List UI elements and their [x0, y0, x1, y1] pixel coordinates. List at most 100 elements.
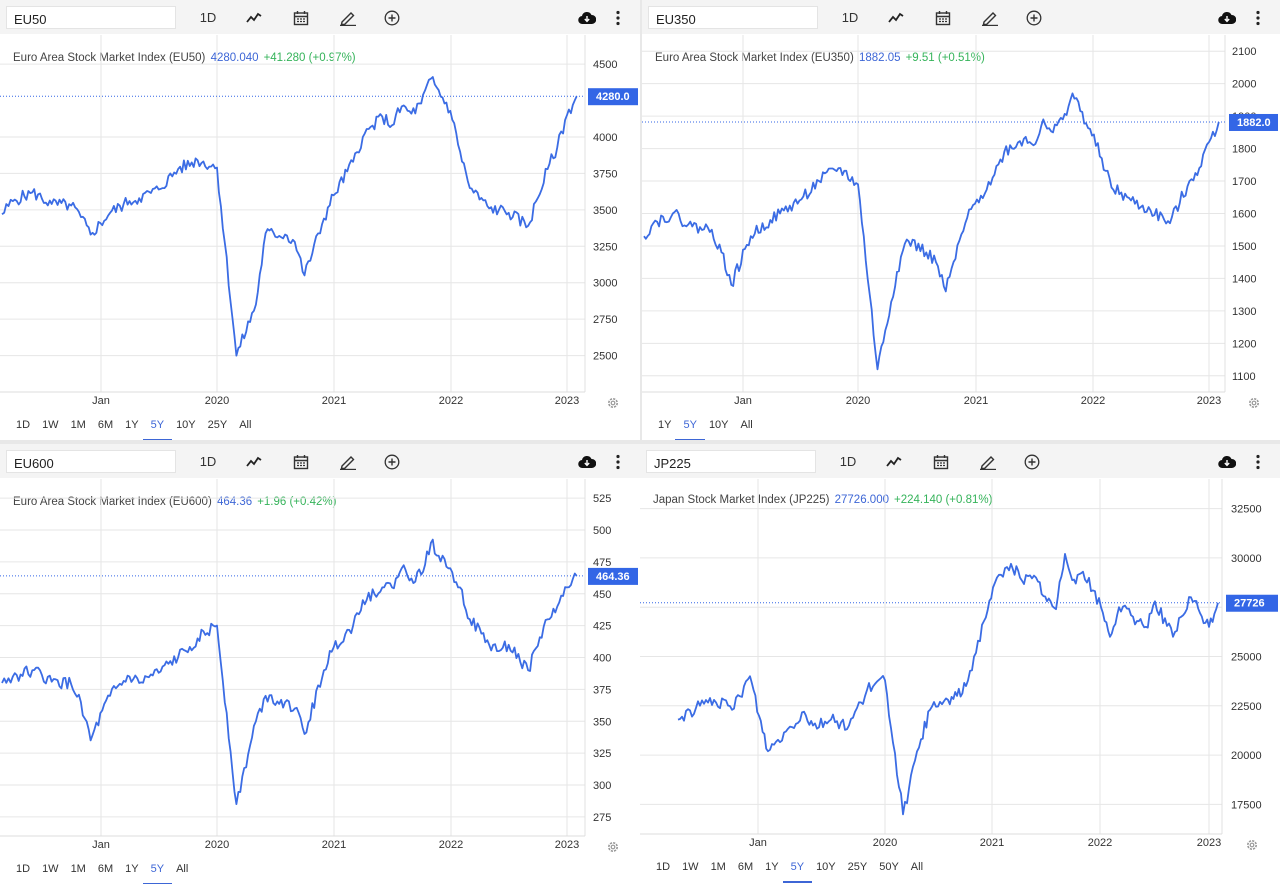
range-button[interactable]: 1W	[42, 863, 59, 875]
range-button[interactable]: All	[239, 419, 252, 431]
chart-panel-eu350: EU350 1D Euro Area Stock Market Index (EU3…	[642, 0, 1280, 440]
draw-pencil-icon[interactable]	[337, 6, 359, 29]
chart-canvas[interactable]: 17500200002250025000275003000032500Jan20…	[640, 444, 1280, 884]
chart-settings-gear-icon[interactable]	[606, 396, 620, 410]
x-tick-label: 2023	[555, 839, 579, 851]
y-tick-label: 1800	[1232, 144, 1256, 156]
x-tick-label: 2023	[1197, 837, 1221, 849]
interval-button[interactable]: 1D	[199, 454, 217, 469]
symbol-input[interactable]: EU50	[6, 6, 176, 29]
range-button[interactable]: 10Y	[176, 419, 196, 431]
draw-pencil-icon[interactable]	[977, 450, 999, 473]
range-button[interactable]: 5Y	[142, 861, 173, 884]
range-button[interactable]: All	[740, 419, 753, 431]
range-button[interactable]: All	[910, 861, 924, 873]
y-tick-label: 1200	[1232, 338, 1256, 350]
last-price-tag-label: 1882.0	[1237, 117, 1271, 129]
y-tick-label: 375	[593, 684, 611, 696]
symbol-input[interactable]: EU600	[6, 450, 176, 473]
chart-toolbar: JP225 1D	[640, 444, 1280, 478]
range-button[interactable]: 50Y	[879, 861, 899, 873]
add-indicator-icon[interactable]	[1022, 450, 1042, 473]
add-indicator-icon[interactable]	[1024, 6, 1044, 29]
more-menu-icon[interactable]	[1250, 450, 1266, 473]
symbol-input[interactable]: EU350	[648, 6, 818, 29]
range-button[interactable]: 6M	[97, 863, 114, 875]
y-tick-label: 425	[593, 621, 611, 633]
range-button[interactable]: 1M	[70, 419, 86, 431]
y-tick-label: 2000	[1232, 79, 1256, 91]
y-tick-label: 1500	[1232, 241, 1256, 253]
range-button[interactable]: 5Y	[782, 859, 813, 883]
chart-type-icon[interactable]	[884, 450, 904, 473]
range-button[interactable]: 10Y	[816, 861, 836, 873]
download-cloud-icon[interactable]	[576, 6, 598, 29]
range-button[interactable]: 1D	[16, 863, 31, 875]
chart-title-row: Euro Area Stock Market Index (EU50) 4280…	[13, 52, 356, 64]
chart-type-icon[interactable]	[886, 6, 906, 29]
y-tick-label: 300	[593, 780, 611, 792]
chart-settings-gear-icon[interactable]	[1245, 838, 1259, 852]
x-tick-label: Jan	[92, 395, 110, 407]
chart-type-icon[interactable]	[244, 6, 264, 29]
range-button[interactable]: 1W	[42, 419, 59, 431]
add-indicator-icon[interactable]	[382, 6, 402, 29]
calendar-icon[interactable]	[291, 450, 311, 473]
range-button[interactable]: 1D	[656, 861, 671, 873]
more-menu-icon[interactable]	[610, 6, 626, 29]
download-cloud-icon[interactable]	[1216, 450, 1238, 473]
range-button[interactable]: 1Y	[125, 863, 139, 875]
chart-canvas[interactable]: 2500 2750 3000 3250 3500 3750 4000 4500 Jan 2020 2…	[0, 0, 640, 440]
chart-canvas[interactable]: 1100120013001400150016001700180019002000…	[642, 0, 1280, 440]
range-button[interactable]: 1M	[710, 861, 726, 873]
y-tick-label: 4500	[593, 59, 617, 71]
range-button[interactable]: 1D	[16, 419, 31, 431]
chart-panel-jp225: JP225 1D Japan Stock Market Index (JP225) …	[640, 444, 1280, 884]
range-selector: 1D 1W 1M 6M 1Y 5Y 10Y 25Y All	[10, 417, 257, 440]
interval-button[interactable]: 1D	[841, 10, 859, 25]
y-tick-label: 450	[593, 589, 611, 601]
draw-pencil-icon[interactable]	[337, 450, 359, 473]
symbol-input[interactable]: JP225	[646, 450, 816, 473]
more-menu-icon[interactable]	[610, 450, 626, 473]
range-selector: 1Y 5Y 10Y All	[652, 417, 759, 440]
range-button[interactable]: 1Y	[125, 419, 139, 431]
range-button[interactable]: 6M	[97, 419, 114, 431]
x-tick-label: 2021	[980, 837, 1004, 849]
range-button[interactable]: 6M	[737, 861, 754, 873]
range-button[interactable]: 5Y	[675, 417, 706, 440]
interval-button[interactable]: 1D	[199, 10, 217, 25]
range-button[interactable]: 10Y	[708, 419, 729, 431]
chart-title: Euro Area Stock Market Index (EU600)	[13, 496, 212, 508]
calendar-icon[interactable]	[931, 450, 951, 473]
chart-settings-gear-icon[interactable]	[606, 840, 620, 854]
download-cloud-icon[interactable]	[1216, 6, 1238, 29]
y-tick-label: 22500	[1231, 701, 1262, 713]
range-button[interactable]: 1M	[70, 863, 86, 875]
draw-pencil-icon[interactable]	[979, 6, 1001, 29]
x-tick-label: 2020	[846, 395, 870, 407]
range-button[interactable]: 25Y	[207, 419, 228, 431]
range-button[interactable]: All	[176, 863, 189, 875]
chart-canvas[interactable]: 275 300 325 350 375 400 425 450 475 500 525 Jan 2020…	[0, 444, 640, 884]
chart-title: Euro Area Stock Market Index (EU50)	[13, 52, 206, 64]
more-menu-icon[interactable]	[1250, 6, 1266, 29]
add-indicator-icon[interactable]	[382, 450, 402, 473]
range-button[interactable]: 1W	[682, 861, 699, 873]
x-tick-label: 2020	[205, 839, 229, 851]
y-tick-label: 25000	[1231, 652, 1262, 664]
chart-type-icon[interactable]	[244, 450, 264, 473]
range-button[interactable]: 5Y	[142, 417, 173, 440]
download-cloud-icon[interactable]	[576, 450, 598, 473]
x-tick-label: Jan	[749, 837, 767, 849]
calendar-icon[interactable]	[291, 6, 311, 29]
chart-settings-gear-icon[interactable]	[1247, 396, 1261, 410]
range-button[interactable]: 1Y	[658, 419, 672, 431]
y-tick-label: 325	[593, 748, 611, 760]
calendar-icon[interactable]	[933, 6, 953, 29]
y-tick-label: 275	[593, 812, 611, 824]
range-selector: 1D 1W 1M 6M 1Y 5Y 10Y 25Y 50Y All	[650, 859, 929, 883]
range-button[interactable]: 25Y	[847, 861, 868, 873]
range-button[interactable]: 1Y	[765, 861, 779, 873]
interval-button[interactable]: 1D	[839, 454, 857, 469]
